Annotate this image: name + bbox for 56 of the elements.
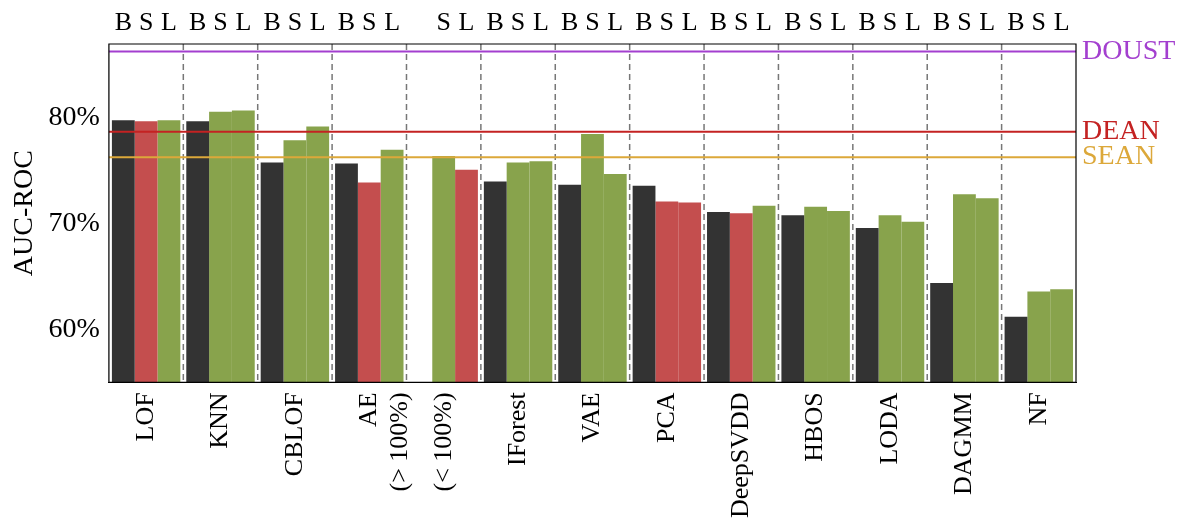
x-tick-label: DeepSVDD	[725, 392, 755, 519]
text: B	[337, 6, 356, 36]
text: B	[635, 6, 653, 36]
ref-line-label: DOUST	[1082, 33, 1176, 65]
text: B	[932, 6, 951, 36]
text: B	[486, 6, 504, 36]
x-tick-label: HBOS	[799, 392, 829, 462]
text: L	[607, 6, 624, 36]
text: L	[235, 6, 252, 36]
text: L	[979, 6, 996, 36]
text: S	[882, 6, 898, 36]
text: B	[709, 6, 728, 36]
text: S	[734, 6, 749, 36]
x-tick-label: PCA	[650, 392, 680, 443]
text: S	[510, 6, 526, 36]
text: L	[830, 6, 847, 36]
x-tick-label: LODA	[873, 392, 903, 465]
text: B	[114, 6, 132, 36]
y-axis-title: AUC-ROC	[7, 150, 39, 277]
text: L	[160, 6, 177, 36]
y-tick-label: 70%	[48, 206, 100, 238]
text: S	[659, 6, 675, 36]
y-tick-label: 60%	[48, 311, 100, 343]
x-tick-label: AE (> 100%)	[353, 392, 414, 492]
y-tick-label: 80%	[48, 100, 100, 132]
text: B	[1007, 6, 1025, 36]
text: S	[585, 6, 600, 36]
text: S	[287, 6, 303, 36]
text: B	[560, 6, 579, 36]
text: B	[858, 6, 876, 36]
text: L	[309, 6, 326, 36]
text: S	[362, 6, 377, 36]
x-tick-label: VAE	[576, 392, 606, 443]
x-tick-label: LOF	[129, 392, 159, 442]
text: B	[263, 6, 281, 36]
x-tick-label: IForest	[501, 391, 531, 467]
text: L	[532, 6, 549, 36]
text: S	[1031, 6, 1047, 36]
text: L	[681, 6, 698, 36]
text: S	[138, 6, 154, 36]
text: L	[384, 6, 401, 36]
text: L	[756, 6, 772, 36]
x-tick-label: (< 100%)	[427, 392, 457, 492]
text: S	[213, 6, 228, 36]
text: L	[1053, 6, 1070, 36]
text: S	[957, 6, 972, 36]
text: L	[904, 6, 921, 36]
text: S	[436, 6, 451, 36]
x-tick-label: CBLOF	[278, 392, 308, 477]
x-tick-label: NF	[1022, 392, 1052, 426]
text: L	[458, 6, 475, 36]
x-tick-label: DAGMM	[948, 392, 978, 495]
text: S	[808, 6, 823, 36]
x-tick-label: KNN	[204, 392, 234, 449]
text: B	[189, 6, 207, 36]
text: B	[784, 6, 802, 36]
